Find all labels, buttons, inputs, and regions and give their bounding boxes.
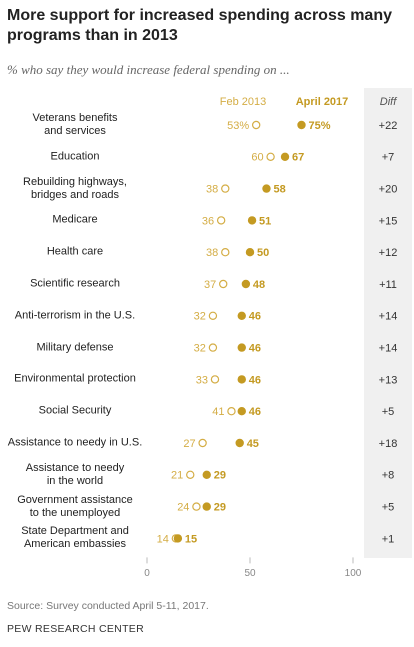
dot [241,279,251,289]
diff-value: +12 [379,247,398,259]
value-label: 51 [259,215,271,227]
legend-label: April 2017 [296,96,349,108]
dot [266,152,275,161]
value-label: 15 [185,533,197,545]
diff-value: +1 [382,533,395,545]
value-label: 29 [214,470,226,482]
source-note: Source: Survey conducted April 5-11, 201… [7,600,209,612]
value-label: 14 [157,533,169,545]
dot [237,311,246,320]
value-label: 29 [214,502,226,514]
diff-value: +14 [379,343,398,355]
value-label: 58 [273,184,285,196]
diff-value: +5 [382,502,395,514]
value-label: 46 [249,406,261,418]
dot [237,407,246,416]
value-label: 38 [206,247,218,259]
value-label: 27 [183,438,195,450]
value-label: 46 [249,374,261,386]
diff-value: +22 [379,120,398,132]
diff-value: +20 [379,184,398,196]
category-label: Social Security [38,404,112,417]
value-label: 38 [206,184,218,196]
value-label: 53% [227,120,249,132]
diff-value: +15 [379,215,398,227]
category-label: Assistance to needy in the world [25,461,125,487]
x-tick-label: 50 [244,568,256,579]
category-label: Rebuilding highways, bridges and roads [23,175,127,201]
value-label: 46 [249,311,261,323]
value-label: 24 [177,502,189,514]
category-label: Environmental protection [14,372,136,385]
diff-column-bg [364,88,412,558]
category-label: State Department and American embassies [21,525,129,551]
value-label: 36 [202,215,214,227]
category-label: Assistance to needy in U.S. [7,436,143,449]
value-label: 75% [309,120,331,132]
category-label: Military defense [36,341,114,354]
dot [237,375,246,384]
dot [247,216,257,225]
diff-value: +11 [379,279,397,291]
category-label: Health care [46,245,104,258]
dot [251,120,261,130]
dot [219,279,228,289]
dot [198,438,207,448]
dot [221,247,230,257]
value-label: 67 [292,152,304,164]
value-label: 45 [247,438,259,450]
dot [208,311,218,320]
publisher: PEW RESEARCH CENTER [7,623,144,635]
chart-title: More support for increased spending acro… [7,7,392,44]
dot [227,407,236,416]
dot [192,502,201,511]
value-label: 50 [257,247,269,259]
diff-value: +5 [382,406,395,418]
dot [237,343,246,352]
diff-value: +14 [379,311,398,323]
dot [245,247,255,257]
value-label: 37 [204,279,216,291]
value-label: 60 [251,152,263,164]
category-label: Education [50,150,100,163]
dot [235,438,244,448]
dot [221,184,230,193]
value-label: 32 [194,343,206,355]
dot [280,152,290,161]
legend-label: Feb 2013 [220,96,266,108]
dot [262,184,271,193]
category-label: Veterans benefits and services [32,112,118,137]
category-label: Scientific research [30,277,120,290]
x-tick-label: 0 [144,568,150,579]
value-label: 21 [171,470,183,482]
dot [216,216,226,225]
diff-header: Diff [380,96,397,108]
dot [173,534,183,543]
chart-subtitle: % who say they would increase federal sp… [7,62,290,77]
value-label: 48 [253,279,265,291]
value-label: 33 [196,374,208,386]
category-label: Anti-terrorism in the U.S. [14,309,136,322]
dot [210,375,220,384]
diff-value: +18 [379,438,398,450]
x-tick-label: 100 [345,568,362,579]
category-label: Medicare [52,213,98,226]
value-label: 32 [194,311,206,323]
dot [186,470,195,479]
value-label: 41 [212,406,224,418]
dot [202,470,211,479]
dot [208,343,218,352]
value-label: 46 [249,343,261,355]
dot [297,120,306,130]
category-label: Government assistance to the unemployed [17,493,133,519]
diff-value: +7 [382,152,395,164]
diff-value: +13 [379,374,398,386]
dot [202,502,211,511]
diff-value: +8 [382,470,395,482]
